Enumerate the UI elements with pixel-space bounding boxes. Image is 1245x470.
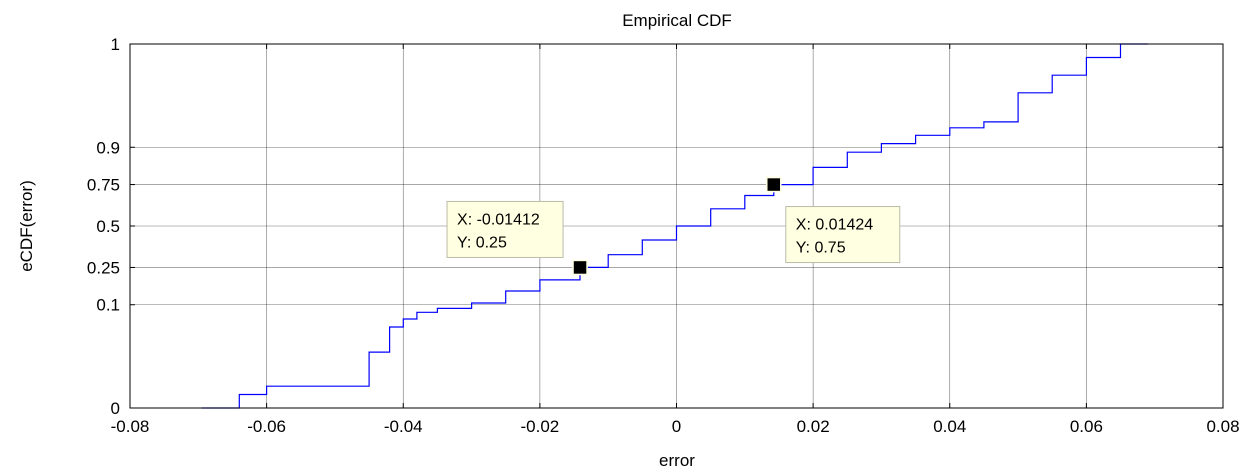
datatip-box <box>446 200 564 258</box>
y-tick-labels: 0 0.1 0.25 0.5 0.75 0.9 1 <box>87 35 120 418</box>
y-tick-label: 0.75 <box>87 176 120 195</box>
datatip-marker <box>766 176 782 193</box>
ecdf-line <box>201 43 1148 409</box>
x-tick-label: 0.02 <box>797 417 830 436</box>
y-tick-label: 0.5 <box>96 217 120 236</box>
y-tick-label: 0 <box>111 399 120 418</box>
y-axis-label: eCDF(error) <box>17 180 36 272</box>
x-tick-label: 0 <box>672 417 681 436</box>
datatip-marker <box>572 259 588 276</box>
datatip-x-text: X: -0.01412 <box>457 211 540 228</box>
x-tick-label: 0.04 <box>933 417 966 436</box>
tick-marks <box>129 43 1224 409</box>
x-tick-label: 0.08 <box>1206 417 1239 436</box>
datatip-y-text: Y: 0.25 <box>457 234 507 251</box>
datatips: X: -0.01412 Y: 0.25 X: 0.01424 Y: 0.75 <box>446 176 901 276</box>
x-tick-label: -0.06 <box>247 417 286 436</box>
series-layer <box>201 43 1148 409</box>
x-tick-label: 0.06 <box>1070 417 1103 436</box>
x-tick-label: -0.02 <box>521 417 560 436</box>
datatip-x-text: X: 0.01424 <box>796 217 874 234</box>
datatip: X: -0.01412 Y: 0.25 <box>446 200 588 276</box>
x-axis-label: error <box>659 451 695 470</box>
y-tick-label: 1 <box>111 35 120 54</box>
y-tick-label: 0.9 <box>96 138 120 157</box>
x-tick-label: -0.08 <box>111 417 150 436</box>
datatip-y-text: Y: 0.75 <box>796 240 846 257</box>
x-tick-labels: -0.08 -0.06 -0.04 -0.02 0 0.02 0.04 0.06 0.08 <box>111 417 1240 436</box>
chart-title: Empirical CDF <box>622 11 732 30</box>
y-tick-label: 0.25 <box>87 258 120 277</box>
datatip: X: 0.01424 Y: 0.75 <box>766 176 901 264</box>
datatip-box <box>785 206 901 264</box>
y-tick-label: 0.1 <box>96 296 120 315</box>
x-tick-label: -0.04 <box>384 417 423 436</box>
